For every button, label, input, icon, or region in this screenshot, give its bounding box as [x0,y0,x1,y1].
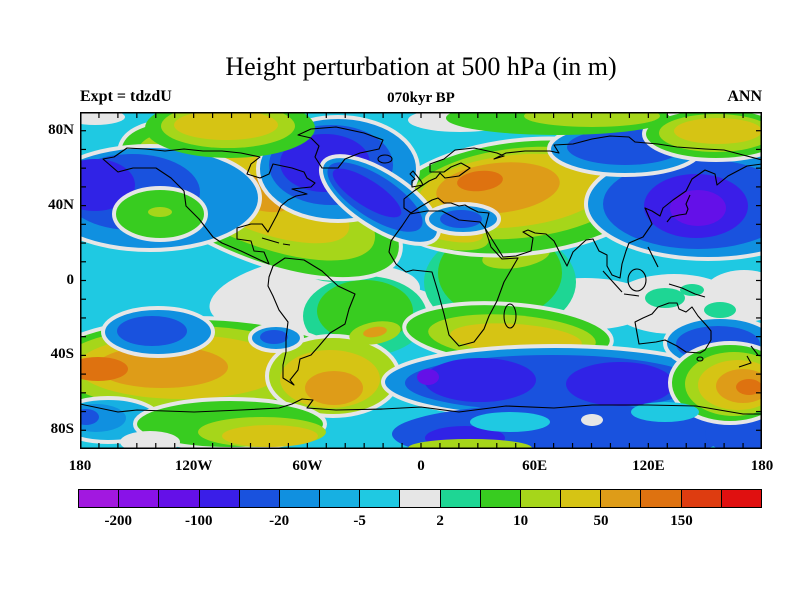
coastline [261,237,280,244]
contour-blob [96,346,228,388]
coastline [102,147,316,265]
colorbar-tick-label: -5 [353,513,366,529]
island-outline [696,356,704,362]
contour-blob [260,330,288,344]
contour-blob [424,358,536,402]
contour-blob [120,431,180,449]
colorbar-segment [399,490,440,507]
colorbar-tick-label: -200 [104,513,132,529]
colorbar-tick-label: 150 [670,513,693,529]
contour-blob [704,302,736,318]
colorbar [78,489,762,508]
colorbar-segment [439,490,480,507]
colorbar-segment [238,490,279,507]
colorbar-tick-label: 50 [593,513,609,529]
contour-blob [117,316,187,346]
contour-blob [222,425,318,447]
map-canvas [80,112,762,449]
contour-blob [80,112,125,125]
lon-tick-label: 0 [417,458,425,474]
latitude-axis: 80N 40N 0 40S 80S [0,0,80,600]
coastline [647,246,659,268]
colorbar-segment [198,490,239,507]
page-title: Height perturbation at 500 hPa (in m) [225,52,617,81]
colorbar-segment [118,490,159,507]
colorbar-segment [479,490,520,507]
contour-blob [566,362,674,406]
contour-blob [148,207,172,217]
contour-blob [680,284,704,296]
contour-blob [581,414,603,426]
colorbar-segment [720,490,761,507]
contour-blob [440,210,482,228]
coastline [623,293,640,297]
colorbar-tick-label: 10 [513,513,529,529]
colorbar-segment [560,490,601,507]
coastline [738,355,752,368]
contour-blob [408,439,532,449]
lon-tick-label: 180 [68,458,92,474]
lon-tick-label: 60W [292,458,323,474]
lat-tick-label: 80S [50,421,74,438]
coastline [282,243,291,246]
contour-blob [417,369,439,385]
contour-blob [470,412,550,432]
coastline [666,194,691,223]
lon-tick-label: 120E [632,458,665,474]
colorbar-segment [519,490,561,507]
colorbar-segment [158,490,199,507]
coastline [602,270,623,293]
coastline [297,126,384,169]
coastline [668,283,706,298]
contour-blob [524,112,660,127]
colorbar-segment [680,490,721,507]
contour-blob [80,409,99,425]
coastline [409,170,424,188]
contour-blob [736,379,762,395]
contour-blob [363,326,387,338]
contour-blob [174,112,278,140]
season-label: ANN [727,88,762,105]
contour-blob [670,190,726,226]
contour-blob [457,170,503,192]
colorbar-segment [319,490,360,507]
island-outline [627,268,647,292]
lat-tick-label: 40N [48,196,74,213]
colorbar-segment [640,490,681,507]
colorbar-segment [359,490,400,507]
contour-blob [332,168,402,218]
coastline [267,257,356,386]
coastline [80,398,762,415]
coastline [750,345,759,356]
experiment-label: Expt = tdzdU [80,88,172,105]
colorbar-tick-label: -20 [269,513,290,529]
lat-tick-label: 80N [48,121,74,138]
colorbar-segment [600,490,641,507]
contour-blob [305,371,363,405]
coastline [403,135,762,279]
contour-blob [674,118,762,144]
lat-tick-label: 40S [50,346,74,363]
colorbar-tick-label: 2 [436,513,444,529]
lon-tick-label: 120W [174,458,213,474]
colorbar-labels: -200 -100 -20 -5 2 10 50 150 [0,513,800,535]
time-label: 070kyr BP [387,90,455,106]
coastline [388,210,519,347]
colorbar-tick-label: -100 [184,513,213,529]
contour-map [80,112,762,449]
island-outline [377,154,393,164]
lon-tick-label: 60E [522,458,548,474]
contour-blob [631,402,699,422]
colorbar-segment [79,490,119,507]
contour-blob [80,357,128,381]
colorbar-segment [278,490,320,507]
lat-tick-label: 0 [66,271,75,288]
lon-tick-label: 180 [750,458,774,474]
coastline [634,302,712,354]
island-outline [503,303,517,329]
longitude-axis: 180 120W 60W 0 60E 120E 180 [0,458,800,478]
